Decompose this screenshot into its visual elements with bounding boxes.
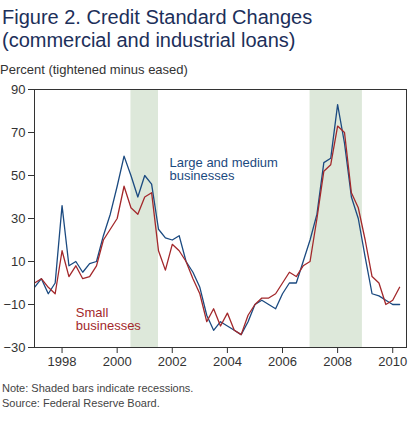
svg-text:10: 10 bbox=[11, 254, 25, 269]
html-text:Figure 2. Credit Standard Chan: Figure 2. Credit Standard Changes (comme… bbox=[2, 6, 313, 51]
svg-text:30: 30 bbox=[11, 211, 25, 226]
svg-text:50: 50 bbox=[11, 168, 25, 183]
svg-text:Large and mediumbusinesses: Large and mediumbusinesses bbox=[170, 155, 278, 183]
svg-text:−30: −30 bbox=[3, 340, 25, 355]
svg-text:70: 70 bbox=[11, 125, 25, 140]
svg-text:−10: −10 bbox=[3, 297, 25, 312]
svg-text:2006: 2006 bbox=[268, 354, 297, 369]
svg-text:Smallbusinesses: Smallbusinesses bbox=[76, 305, 142, 333]
svg-text:2004: 2004 bbox=[213, 354, 242, 369]
svg-text:90: 90 bbox=[11, 82, 25, 97]
html-text:Percent (tightened minus eased: Percent (tightened minus eased) bbox=[0, 62, 188, 77]
html-text:Note: Shaded bars indicate rec: Note: Shaded bars indicate recessions. bbox=[2, 382, 194, 394]
svg-text:2002: 2002 bbox=[158, 354, 187, 369]
svg-text:2000: 2000 bbox=[103, 354, 132, 369]
svg-text:1998: 1998 bbox=[48, 354, 77, 369]
svg-text:2008: 2008 bbox=[323, 354, 352, 369]
svg-text:2010: 2010 bbox=[378, 354, 407, 369]
html-text:Source: Federal Reserve Board.: Source: Federal Reserve Board. bbox=[2, 397, 160, 409]
